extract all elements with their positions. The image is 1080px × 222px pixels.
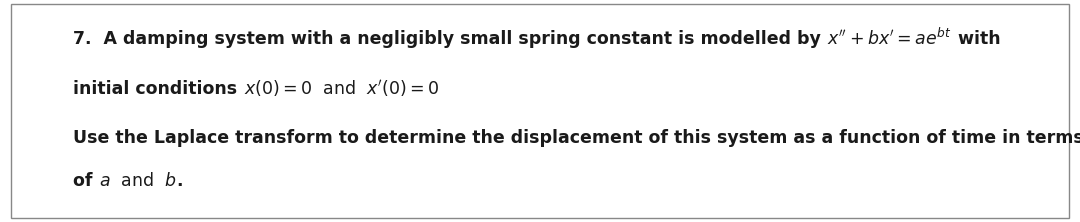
Text: Use the Laplace transform to determine the displacement of this system as a func: Use the Laplace transform to determine t… xyxy=(73,129,1080,147)
Text: $x'' + bx' = ae^{bt}$: $x'' + bx' = ae^{bt}$ xyxy=(827,27,951,48)
Text: .: . xyxy=(176,172,184,190)
Text: with: with xyxy=(951,30,1000,48)
Text: of: of xyxy=(73,172,99,190)
Text: 7.  A damping system with a negligibly small spring constant is modelled by: 7. A damping system with a negligibly sm… xyxy=(73,30,827,48)
Text: $x(0) = 0$  and  $x'(0) = 0$: $x(0) = 0$ and $x'(0) = 0$ xyxy=(244,78,438,99)
Text: initial conditions: initial conditions xyxy=(73,80,244,98)
Text: $a$  and  $b$: $a$ and $b$ xyxy=(99,172,176,190)
